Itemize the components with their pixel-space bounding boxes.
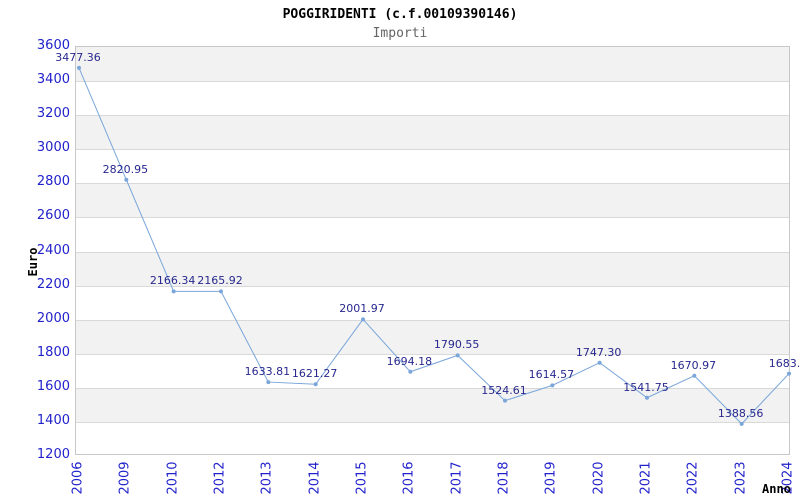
chart-subtitle: Importi xyxy=(372,26,428,41)
x-tick-label: 2020 xyxy=(591,461,607,495)
y-tick-label: 2400 xyxy=(36,242,70,258)
data-point-label: 2165.92 xyxy=(197,274,243,288)
data-point-marker xyxy=(645,395,649,400)
y-axis-title: Euro xyxy=(26,247,40,277)
background-band xyxy=(76,319,789,354)
x-tick-label: 2019 xyxy=(543,461,559,495)
data-point-label: 1621.27 xyxy=(291,367,338,381)
background-band xyxy=(76,115,789,150)
data-point-marker xyxy=(408,369,413,374)
gridline xyxy=(76,81,789,83)
background-band xyxy=(76,251,789,286)
data-point-label: 1694.18 xyxy=(386,354,433,368)
data-point-label: 1388.56 xyxy=(717,406,764,420)
gridline xyxy=(76,421,789,423)
gridline xyxy=(76,217,789,219)
y-tick-label: 2800 xyxy=(36,174,70,190)
gridline xyxy=(76,285,789,287)
data-point-marker xyxy=(219,289,223,294)
data-point-label: 1670.97 xyxy=(670,358,717,372)
x-tick-label: 2009 xyxy=(117,461,133,495)
data-point-label: 2820.95 xyxy=(102,162,149,176)
y-tick-label: 2200 xyxy=(36,276,70,292)
data-point-marker xyxy=(503,398,507,403)
series-line xyxy=(78,67,790,425)
y-tick-label: 2600 xyxy=(36,208,70,224)
data-point-marker xyxy=(739,421,744,426)
data-point-label: 3477.36 xyxy=(55,50,101,64)
gridline xyxy=(76,149,789,151)
y-tick-label: 1600 xyxy=(36,378,70,394)
data-point-label: 1524.61 xyxy=(481,383,527,397)
y-tick-label: 3000 xyxy=(36,140,70,156)
background-band xyxy=(76,183,789,218)
chart-title: POGGIRIDENTI (c.f.00109390146) xyxy=(282,7,518,22)
y-tick-label: 3600 xyxy=(36,38,70,53)
data-point-marker xyxy=(77,65,81,70)
data-point-marker xyxy=(550,383,555,388)
y-tick-label: 3400 xyxy=(36,72,70,88)
y-tick-label: 2000 xyxy=(36,310,70,326)
data-point-marker xyxy=(124,177,129,182)
y-tick-label: 1200 xyxy=(36,447,70,462)
data-point-label: 1614.57 xyxy=(528,368,575,382)
x-tick-label: 2021 xyxy=(638,461,654,495)
line-series xyxy=(77,65,791,426)
background-band xyxy=(76,387,789,422)
gridline xyxy=(76,353,789,355)
x-tick-label: 2022 xyxy=(685,461,701,495)
data-point-label: 1790.55 xyxy=(433,338,480,352)
data-point-marker xyxy=(787,371,791,376)
plot-area xyxy=(75,46,791,455)
data-point-marker xyxy=(692,373,697,378)
gridline xyxy=(76,319,789,321)
gridline xyxy=(76,183,789,185)
x-tick-label: 2006 xyxy=(70,461,86,495)
x-tick-label: 2016 xyxy=(401,461,417,495)
x-tick-label: 2018 xyxy=(496,461,512,495)
data-point-label: 1683.4 xyxy=(768,356,800,370)
x-tick-label: 2023 xyxy=(733,461,749,495)
x-tick-label: 2015 xyxy=(354,461,370,495)
y-tick-label: 3200 xyxy=(36,106,70,122)
x-tick-label: 2010 xyxy=(165,461,181,495)
x-tick-label: 2017 xyxy=(449,461,465,495)
data-point-label: 1633.81 xyxy=(244,365,291,379)
x-tick-label: 2013 xyxy=(259,461,275,495)
y-tick-label: 1800 xyxy=(36,344,70,360)
y-tick-label: 1400 xyxy=(36,412,70,428)
data-point-marker xyxy=(597,360,602,365)
data-point-marker xyxy=(171,289,176,294)
data-point-label: 2001.97 xyxy=(339,302,385,316)
data-point-label: 1747.30 xyxy=(575,345,622,359)
data-point-label: 1541.75 xyxy=(623,380,669,394)
x-tick-label: 2014 xyxy=(307,461,323,495)
data-point-label: 2166.34 xyxy=(149,274,196,288)
data-point-marker xyxy=(313,382,318,387)
gridline xyxy=(76,251,789,253)
data-point-marker xyxy=(455,353,460,358)
data-point-marker xyxy=(361,317,365,322)
x-axis-title: Anno xyxy=(762,482,791,496)
gridline xyxy=(76,387,789,389)
gridline xyxy=(76,115,789,117)
background-band xyxy=(76,47,789,82)
x-tick-label: 2012 xyxy=(212,461,228,495)
data-point-marker xyxy=(266,380,271,385)
